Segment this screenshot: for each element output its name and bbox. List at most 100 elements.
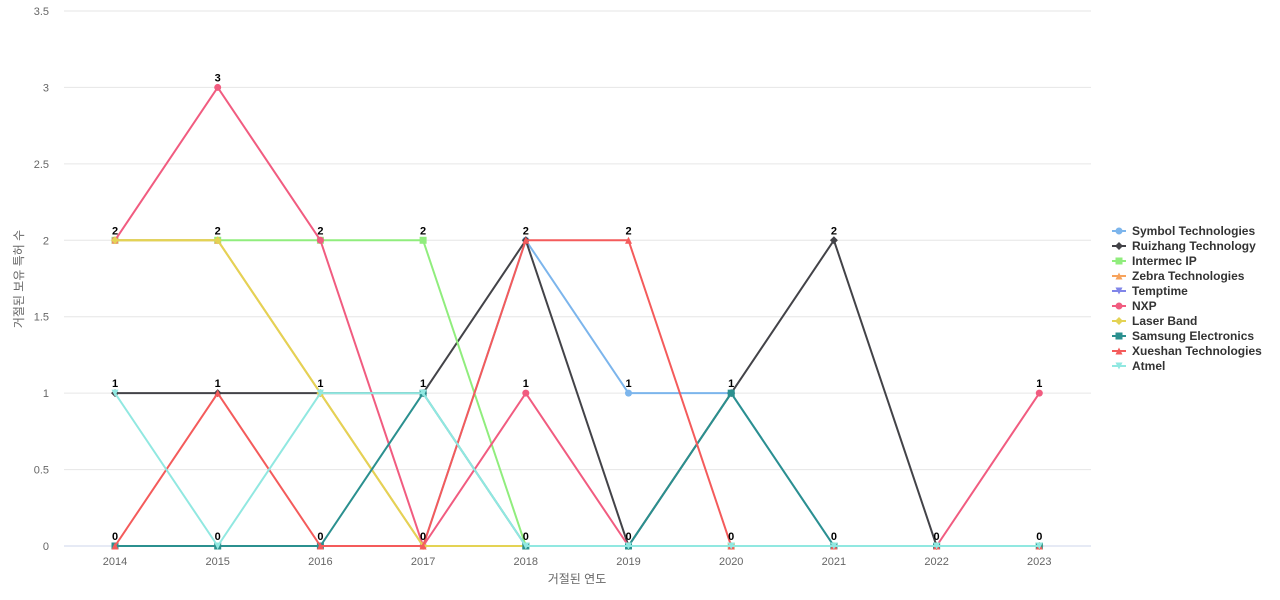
data-point: [213, 236, 222, 245]
legend-label: Symbol Technologies: [1132, 224, 1255, 238]
series-atmel: [111, 389, 1043, 550]
data-label: 2: [625, 225, 631, 237]
data-label: 1: [317, 378, 323, 390]
data-label: 2: [215, 225, 221, 237]
legend-item: Atmel: [1112, 359, 1165, 373]
legend-symbol: [1115, 317, 1123, 325]
legend-item: Zebra Technologies: [1112, 269, 1245, 283]
x-tick-label: 2023: [1027, 556, 1051, 568]
data-label: 0: [831, 531, 837, 543]
data-label: 0: [523, 531, 529, 543]
y-tick-label: 0: [43, 541, 49, 553]
data-label: 0: [112, 531, 118, 543]
legend-symbol: [1115, 242, 1123, 250]
y-tick-label: 2.5: [34, 159, 49, 171]
legend-label: Zebra Technologies: [1132, 269, 1245, 283]
data-label: 1: [523, 378, 529, 390]
x-tick-label: 2016: [308, 556, 332, 568]
data-point: [419, 389, 427, 397]
x-tick-label: 2022: [924, 556, 948, 568]
x-tick-label: 2019: [616, 556, 640, 568]
x-axis-ticks: 2014 2015 2016 2017 2018 2019 2020 2021 2022 2023: [103, 556, 1052, 568]
series-lines: [111, 83, 1044, 550]
data-point: [933, 542, 941, 550]
data-label: 0: [728, 531, 734, 543]
data-point: [111, 389, 119, 397]
data-label: 1: [625, 378, 631, 390]
x-tick-label: 2020: [719, 556, 743, 568]
legend-item: Samsung Electronics: [1112, 329, 1254, 343]
data-point: [830, 542, 838, 550]
data-point: [625, 389, 632, 397]
data-point: [214, 542, 222, 550]
legend-item: Xueshan Technologies: [1112, 344, 1262, 358]
data-label: 1: [112, 378, 118, 390]
legend-symbol: [1115, 332, 1123, 340]
legend-item: Intermec IP: [1112, 254, 1197, 268]
data-label: 1: [215, 378, 221, 390]
data-point: [522, 389, 530, 397]
data-label: 0: [420, 531, 426, 543]
y-tick-label: 1: [43, 388, 49, 400]
data-point: [316, 389, 324, 397]
data-point: [111, 542, 119, 550]
data-point: [316, 542, 324, 550]
legend-label: Ruizhang Technology: [1132, 239, 1256, 253]
data-label: 2: [420, 225, 426, 237]
x-axis-title: 거절된 연도: [548, 572, 607, 586]
legend-symbol: [1115, 287, 1123, 295]
series-line: [115, 239, 1040, 547]
legend-symbol: [1115, 257, 1123, 265]
legend-item: Laser Band: [1112, 314, 1197, 328]
legend-symbol: [1115, 347, 1123, 355]
x-tick-label: 2014: [103, 556, 127, 568]
data-label: 0: [317, 531, 323, 543]
data-label: 1: [420, 378, 426, 390]
data-point: [829, 236, 838, 245]
y-tick-label: 3.5: [34, 6, 49, 18]
x-tick-label: 2021: [822, 556, 846, 568]
data-point: [419, 236, 427, 244]
data-point: [316, 236, 324, 244]
data-point: [214, 83, 222, 91]
legend-item: Temptime: [1112, 284, 1188, 298]
legend-symbol: [1115, 302, 1123, 310]
legend-symbol: [1115, 272, 1123, 280]
legend-label: Samsung Electronics: [1132, 329, 1254, 343]
x-tick-label: 2015: [205, 556, 229, 568]
y-axis-title: 거절된 보유 특허 수: [12, 230, 26, 328]
y-tick-label: 3: [43, 82, 49, 94]
data-point: [625, 542, 632, 550]
data-label: 3: [215, 72, 221, 84]
data-labels: 0 1 2 0 1 2 3 0 1 2 0 1 2 0 1 2 0 1 2 0 1 0 2 0 0 1: [112, 72, 1042, 543]
legend-symbol: [1115, 227, 1123, 235]
data-point: [111, 236, 119, 245]
legend-label: NXP: [1132, 299, 1157, 313]
data-label: 2: [831, 225, 837, 237]
x-tick-label: 2018: [514, 556, 538, 568]
legend-label: Intermec IP: [1132, 254, 1197, 268]
data-label: 1: [1036, 378, 1042, 390]
data-point: [1035, 389, 1043, 397]
legend-item: Symbol Technologies: [1112, 224, 1255, 238]
data-point: [522, 236, 530, 244]
legend-item: NXP: [1112, 299, 1157, 313]
data-point: [727, 389, 735, 397]
legend-label: Atmel: [1132, 359, 1165, 373]
y-tick-label: 2: [43, 235, 49, 247]
legend-symbol: [1115, 362, 1123, 370]
legend-label: Temptime: [1132, 284, 1188, 298]
data-label: 0: [625, 531, 631, 543]
data-point: [625, 236, 632, 244]
data-label: 0: [215, 531, 221, 543]
y-tick-label: 0.5: [34, 465, 49, 477]
x-tick-label: 2017: [411, 556, 435, 568]
data-label: 2: [317, 225, 323, 237]
data-label: 2: [523, 225, 529, 237]
series-line: [114, 392, 1040, 547]
data-label: 1: [728, 378, 734, 390]
legend-label: Xueshan Technologies: [1132, 344, 1262, 358]
legend-item: Ruizhang Technology: [1112, 239, 1256, 253]
